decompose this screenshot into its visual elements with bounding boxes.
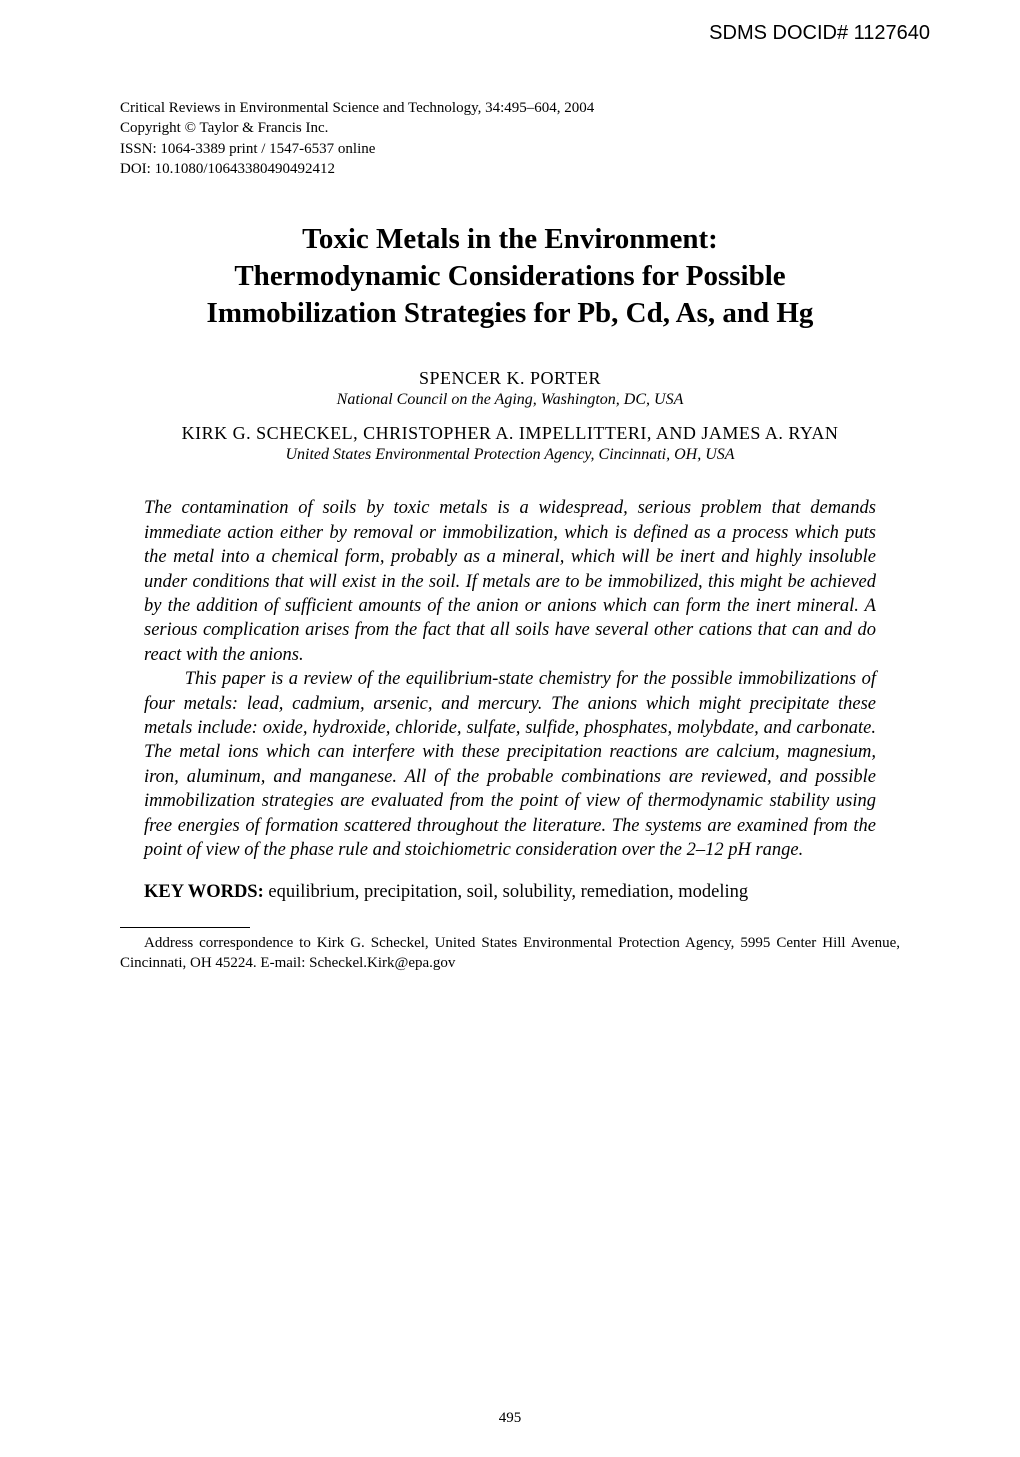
sdms-docid-header: SDMS DOCID# 1127640 xyxy=(709,22,930,45)
title-line-1: Toxic Metals in the Environment: xyxy=(302,223,718,255)
footnote-rule xyxy=(120,927,250,928)
title-line-3: Immobilization Strategies for Pb, Cd, As… xyxy=(207,297,814,329)
correspondence-footnote: Address correspondence to Kirk G. Scheck… xyxy=(120,934,900,974)
author-affiliation-1: National Council on the Aging, Washingto… xyxy=(120,391,900,409)
keywords-label: KEY WORDS: xyxy=(144,882,264,902)
keywords-block: KEY WORDS: equilibrium, precipitation, s… xyxy=(144,880,876,904)
citation-doi-line: DOI: 10.1080/10643380490492412 xyxy=(120,159,900,179)
abstract-block: The contamination of soils by toxic meta… xyxy=(144,496,876,862)
title-line-2: Thermodynamic Considerations for Possibl… xyxy=(234,260,785,292)
author-affiliation-2: United States Environmental Protection A… xyxy=(120,446,900,464)
citation-block: Critical Reviews in Environmental Scienc… xyxy=(120,98,900,179)
author-name-1: SPENCER K. PORTER xyxy=(120,368,900,389)
author-name-2: KIRK G. SCHECKEL, CHRISTOPHER A. IMPELLI… xyxy=(120,423,900,444)
citation-journal-line: Critical Reviews in Environmental Scienc… xyxy=(120,98,900,118)
citation-issn-line: ISSN: 1064-3389 print / 1547-6537 online xyxy=(120,139,900,159)
citation-copyright-line: Copyright © Taylor & Francis Inc. xyxy=(120,118,900,138)
paper-title: Toxic Metals in the Environment: Thermod… xyxy=(120,221,900,332)
author-block-1: SPENCER K. PORTER National Council on th… xyxy=(120,368,900,409)
author-block-2: KIRK G. SCHECKEL, CHRISTOPHER A. IMPELLI… xyxy=(120,423,900,464)
abstract-paragraph-2: This paper is a review of the equilibriu… xyxy=(144,667,876,862)
keywords-text: equilibrium, precipitation, soil, solubi… xyxy=(264,882,748,902)
abstract-paragraph-1: The contamination of soils by toxic meta… xyxy=(144,496,876,667)
page-number: 495 xyxy=(0,1410,1020,1427)
